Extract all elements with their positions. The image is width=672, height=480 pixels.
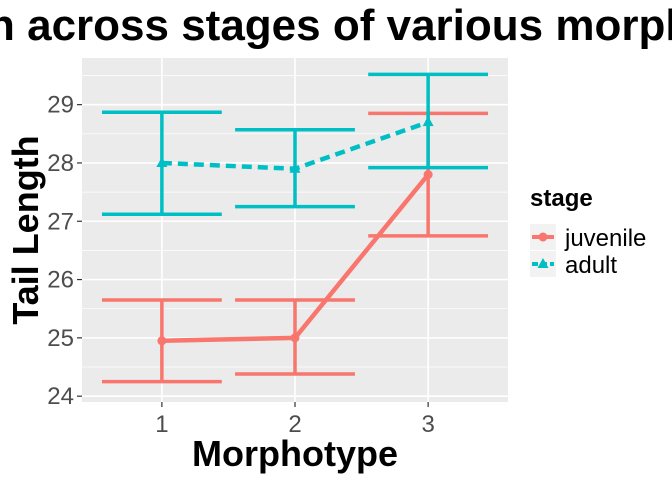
y-tick-label: 26 [47, 267, 74, 294]
legend-key-marker-juvenile [538, 232, 548, 242]
y-axis-title: Tail Length [5, 135, 46, 324]
x-axis-ticks: 1 2 3 [155, 402, 435, 438]
legend-title: stage [530, 185, 593, 212]
y-tick-label: 24 [47, 383, 74, 410]
x-tick-label: 2 [288, 411, 301, 438]
data-point-adult [156, 156, 168, 167]
data-point-adult [289, 162, 301, 173]
y-axis-ticks: 24 25 26 27 28 29 [47, 92, 82, 410]
data-point-juvenile [423, 170, 433, 180]
x-tick-label: 1 [155, 411, 168, 438]
chart-title: n across stages of various morpho [0, 1, 672, 50]
x-tick-label: 3 [421, 411, 434, 438]
y-tick-label: 27 [47, 208, 74, 235]
legend-key-marker-adult [537, 258, 549, 268]
x-axis-title: Morphotype [192, 433, 398, 474]
y-tick-label: 25 [47, 325, 74, 352]
y-tick-label: 28 [47, 150, 74, 177]
data-points [156, 116, 434, 346]
data-point-adult [422, 116, 434, 127]
y-tick-label: 29 [47, 92, 74, 119]
legend-label-adult: adult [565, 252, 617, 279]
data-point-juvenile [157, 336, 167, 346]
legend-label-juvenile: juvenile [564, 225, 646, 252]
data-point-juvenile [290, 333, 300, 343]
